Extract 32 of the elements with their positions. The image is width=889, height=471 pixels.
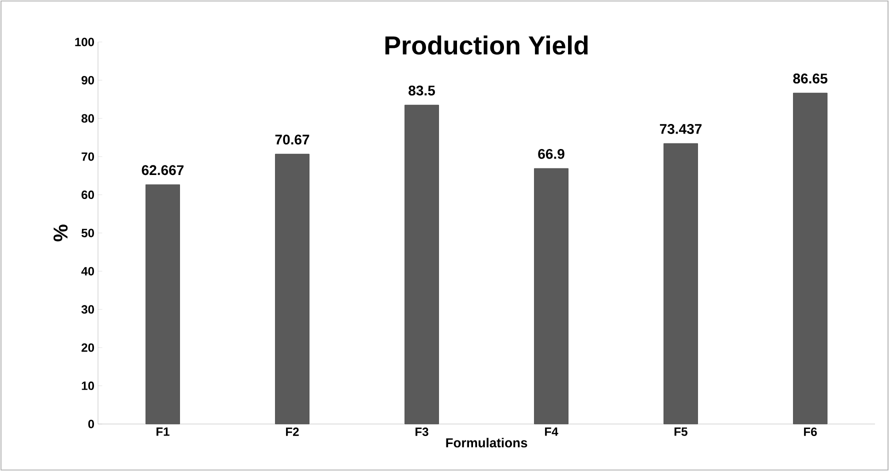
y-tick-label: 30 bbox=[81, 305, 94, 314]
x-tick-label: F5 bbox=[674, 428, 688, 436]
data-label: 70.67 bbox=[275, 134, 310, 145]
data-label: 73.437 bbox=[660, 124, 702, 134]
y-tick-label: 60 bbox=[82, 190, 94, 200]
x-tick-label: F3 bbox=[416, 428, 428, 436]
bar bbox=[664, 143, 698, 424]
x-axis-title: Formulations bbox=[446, 438, 528, 448]
data-label: 86.65 bbox=[793, 74, 828, 84]
chart-title: Production Yield bbox=[385, 36, 588, 55]
y-tick-label: 90 bbox=[82, 76, 94, 84]
x-tick-label: F6 bbox=[804, 428, 817, 436]
y-tick-label: 0 bbox=[88, 420, 94, 428]
y-tick-label: 10 bbox=[82, 382, 94, 390]
y-tick-label: 100 bbox=[75, 38, 94, 46]
x-tick-label: F2 bbox=[286, 428, 299, 436]
bar bbox=[146, 184, 180, 424]
y-tick-label: 20 bbox=[82, 343, 94, 352]
data-label: 62.667 bbox=[142, 165, 184, 176]
y-tick-label: 80 bbox=[82, 114, 94, 123]
bar bbox=[404, 104, 439, 424]
data-label: 66.9 bbox=[538, 149, 564, 159]
bar bbox=[275, 154, 310, 424]
bar bbox=[534, 168, 568, 424]
y-tick-label: 40 bbox=[81, 266, 94, 276]
bar bbox=[793, 92, 828, 424]
y-axis-title: % bbox=[54, 224, 68, 242]
y-tick-label: 50 bbox=[82, 228, 94, 238]
x-tick-label: F4 bbox=[545, 428, 558, 436]
x-tick-label: F1 bbox=[156, 428, 170, 436]
y-tick-label: 70 bbox=[82, 152, 94, 161]
data-label: 83.5 bbox=[408, 86, 435, 96]
